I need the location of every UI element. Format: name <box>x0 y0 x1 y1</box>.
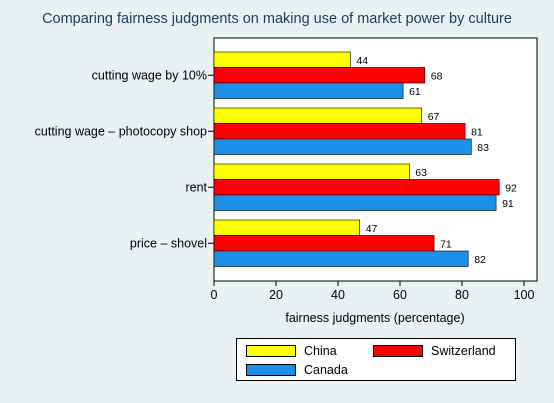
bar-china-cutting-wage-by-10 <box>213 51 351 68</box>
legend: China Switzerland Canada <box>236 338 516 381</box>
data-label-china-rent: 63 <box>415 167 427 179</box>
bar-canada-cutting-wage-photocopy-shop <box>213 138 472 155</box>
data-label-canada-rent: 91 <box>502 198 514 210</box>
bar-china-cutting-wage-photocopy-shop <box>213 107 422 124</box>
data-label-switzerland-cutting-wage-photocopy-shop: 81 <box>471 126 483 138</box>
x-tick-label-80: 80 <box>455 288 469 302</box>
x-tick-label-20: 20 <box>269 288 283 302</box>
chart-title: Comparing fairness judgments on making u… <box>42 11 512 27</box>
data-label-china-cutting-wage-photocopy-shop: 67 <box>428 111 440 123</box>
legend-label-canada: Canada <box>304 363 348 377</box>
x-tick-label-60: 60 <box>393 288 407 302</box>
bar-canada-rent <box>213 194 497 211</box>
category-label-cutting-wage-photocopy-shop: cutting wage – photocopy shop <box>35 124 207 138</box>
x-tick-label-40: 40 <box>331 288 345 302</box>
bar-canada-cutting-wage-by-10 <box>213 82 404 99</box>
bar-switzerland-rent <box>213 179 500 196</box>
x-axis-title: fairness judgments (percentage) <box>285 311 464 325</box>
legend-swatch-china <box>246 345 296 357</box>
legend-item-canada: Canada <box>246 363 348 377</box>
data-label-canada-cutting-wage-by-10: 61 <box>409 86 421 98</box>
x-tick-label-100: 100 <box>514 288 535 302</box>
legend-item-china: China <box>246 344 337 358</box>
data-label-switzerland-rent: 92 <box>505 182 517 194</box>
data-label-china-cutting-wage-by-10: 44 <box>356 55 368 67</box>
legend-item-switzerland: Switzerland <box>373 344 496 358</box>
data-label-switzerland-cutting-wage-by-10: 68 <box>431 70 443 82</box>
bar-switzerland-cutting-wage-by-10 <box>213 67 426 84</box>
bar-switzerland-cutting-wage-photocopy-shop <box>213 123 466 140</box>
data-label-canada-price-shovel: 82 <box>474 254 486 266</box>
legend-label-china: China <box>304 344 337 358</box>
legend-label-switzerland: Switzerland <box>431 344 496 358</box>
legend-swatch-canada <box>246 364 296 376</box>
category-label-price-shovel: price – shovel <box>130 236 207 250</box>
bar-canada-price-shovel <box>213 250 469 267</box>
data-label-switzerland-price-shovel: 71 <box>440 238 452 250</box>
data-label-canada-cutting-wage-photocopy-shop: 83 <box>477 142 489 154</box>
bar-china-price-shovel <box>213 219 360 236</box>
category-label-rent: rent <box>185 180 207 194</box>
x-tick-label-0: 0 <box>211 288 218 302</box>
category-label-cutting-wage-by-10: cutting wage by 10% <box>92 68 207 82</box>
bar-switzerland-price-shovel <box>213 235 435 252</box>
bar-china-rent <box>213 163 410 180</box>
legend-swatch-switzerland <box>373 345 423 357</box>
data-label-china-price-shovel: 47 <box>366 223 378 235</box>
